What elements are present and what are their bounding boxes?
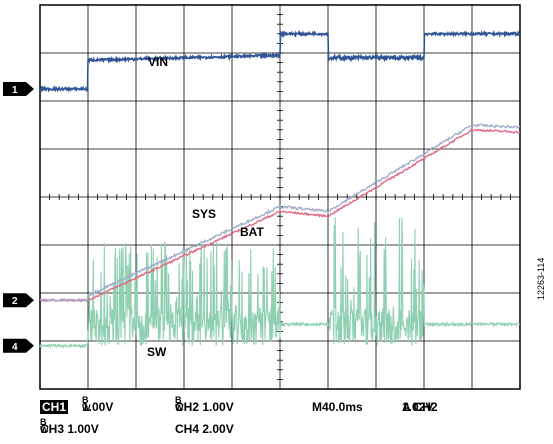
sys-label: SYS <box>192 207 216 221</box>
channel-marker-label: 2 <box>12 296 18 307</box>
channel-marker <box>3 338 34 353</box>
channel-marker <box>3 293 34 308</box>
sw-label: SW <box>147 345 167 359</box>
figure-id: 12263-114 <box>536 257 546 300</box>
vin-trace <box>39 29 521 93</box>
bat-trace <box>39 128 521 303</box>
sw-trace <box>39 217 521 349</box>
channel-marker-label: 1 <box>12 85 18 96</box>
ch1-badge: CH1 <box>40 400 69 414</box>
timebase: M40.0ms <box>312 400 363 414</box>
vin-label: VIN <box>148 55 168 69</box>
channel-marker <box>3 82 34 96</box>
channel-marker-label: 4 <box>12 342 18 353</box>
bat-label: BAT <box>240 225 264 239</box>
ch4-scale: CH4 2.00V <box>175 422 234 436</box>
sys-trace <box>39 123 521 303</box>
